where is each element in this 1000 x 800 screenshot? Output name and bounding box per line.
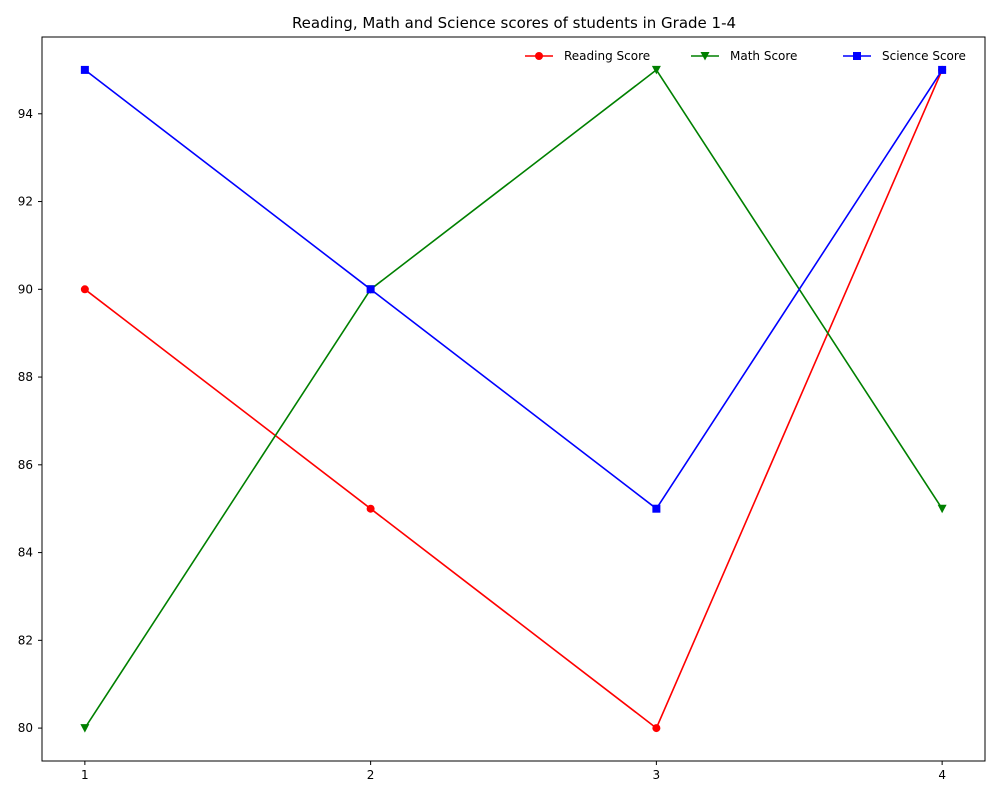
legend-label: Math Score — [730, 49, 797, 63]
legend-item-reading-score: Reading Score — [525, 49, 650, 63]
x-tick-label: 4 — [938, 768, 946, 782]
y-tick-label: 86 — [18, 458, 33, 472]
legend-label: Reading Score — [564, 49, 650, 63]
x-tick-label: 2 — [367, 768, 375, 782]
y-tick-label: 90 — [18, 282, 33, 296]
science-score-point — [652, 504, 661, 513]
x-axis: 1 2 3 4 — [81, 761, 946, 782]
y-tick-label: 80 — [18, 721, 33, 735]
legend-marker — [853, 52, 861, 60]
series-layer — [80, 65, 947, 733]
legend-item-science-score: Science Score — [843, 49, 966, 63]
science-score-line — [84, 69, 943, 510]
reading-score-point — [652, 724, 661, 733]
y-tick-label: 82 — [18, 633, 33, 647]
y-tick-label: 84 — [18, 546, 33, 560]
y-axis: 80 82 84 86 88 90 92 94 — [18, 107, 42, 735]
x-tick-label: 3 — [653, 768, 661, 782]
legend-marker — [535, 52, 543, 60]
reading-score-point — [366, 504, 375, 513]
y-tick-label: 92 — [18, 195, 33, 209]
science-score-point — [938, 65, 947, 74]
legend-item-math-score: Math Score — [691, 49, 797, 63]
chart-title: Reading, Math and Science scores of stud… — [292, 14, 736, 32]
legend: Reading Score Math Score Science Score — [525, 49, 966, 63]
science-score-point — [80, 65, 89, 74]
plot-area-frame — [41, 36, 986, 762]
legend-marker — [700, 52, 710, 61]
math-score-point — [651, 65, 661, 75]
y-tick-label: 94 — [18, 107, 33, 121]
reading-score-point — [80, 285, 89, 294]
legend-label: Science Score — [882, 49, 966, 63]
series-science-score — [80, 65, 947, 513]
science-score-point — [366, 285, 375, 294]
math-score-point — [937, 504, 947, 514]
x-tick-label: 1 — [81, 768, 89, 782]
reading-score-line — [84, 69, 943, 730]
y-tick-label: 88 — [18, 370, 33, 384]
math-score-point — [80, 724, 90, 733]
